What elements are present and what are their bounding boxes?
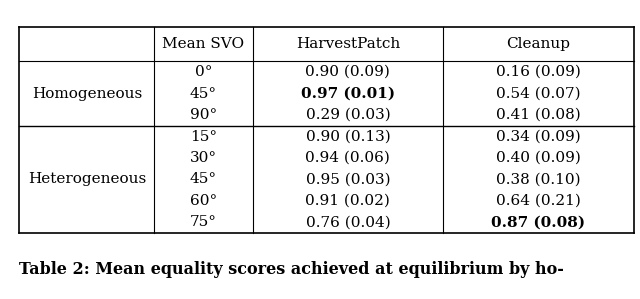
Text: 0.90 (0.13): 0.90 (0.13) bbox=[305, 129, 390, 144]
Text: 30°: 30° bbox=[190, 151, 217, 165]
Text: 0.94 (0.06): 0.94 (0.06) bbox=[305, 151, 390, 165]
Text: 0.97 (0.01): 0.97 (0.01) bbox=[301, 86, 395, 100]
Text: Cleanup: Cleanup bbox=[506, 37, 570, 51]
Text: 0.91 (0.02): 0.91 (0.02) bbox=[305, 194, 390, 208]
Text: 0.64 (0.21): 0.64 (0.21) bbox=[496, 194, 581, 208]
Text: 60°: 60° bbox=[190, 194, 217, 208]
Text: Table 2: Mean equality scores achieved at equilibrium by ho-: Table 2: Mean equality scores achieved a… bbox=[19, 261, 564, 277]
Text: 0.76 (0.04): 0.76 (0.04) bbox=[305, 216, 390, 229]
Text: 90°: 90° bbox=[190, 108, 217, 122]
Text: Homogeneous: Homogeneous bbox=[31, 86, 142, 100]
Text: 0.40 (0.09): 0.40 (0.09) bbox=[496, 151, 581, 165]
Text: 45°: 45° bbox=[190, 86, 217, 100]
Text: 0.34 (0.09): 0.34 (0.09) bbox=[496, 129, 580, 144]
Text: 75°: 75° bbox=[190, 216, 217, 229]
Text: HarvestPatch: HarvestPatch bbox=[296, 37, 400, 51]
Text: 0°: 0° bbox=[195, 65, 212, 79]
Text: 0.87 (0.08): 0.87 (0.08) bbox=[492, 216, 586, 229]
Text: Heterogeneous: Heterogeneous bbox=[28, 173, 146, 187]
Text: 0.90 (0.09): 0.90 (0.09) bbox=[305, 65, 390, 79]
Text: 0.95 (0.03): 0.95 (0.03) bbox=[305, 173, 390, 187]
Text: 0.41 (0.08): 0.41 (0.08) bbox=[496, 108, 580, 122]
Text: 45°: 45° bbox=[190, 173, 217, 187]
Text: Mean SVO: Mean SVO bbox=[163, 37, 244, 51]
Text: 0.38 (0.10): 0.38 (0.10) bbox=[496, 173, 580, 187]
Text: 0.16 (0.09): 0.16 (0.09) bbox=[496, 65, 581, 79]
Text: 0.54 (0.07): 0.54 (0.07) bbox=[496, 86, 580, 100]
Text: 0.29 (0.03): 0.29 (0.03) bbox=[305, 108, 390, 122]
Text: 15°: 15° bbox=[190, 129, 217, 144]
